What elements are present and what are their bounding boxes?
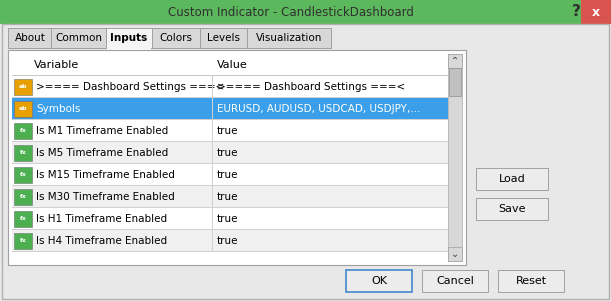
Bar — [212, 186, 213, 208]
Text: >==== Dashboard Settings ===<: >==== Dashboard Settings ===< — [217, 82, 405, 92]
Bar — [14, 167, 32, 183]
Bar — [14, 79, 32, 95]
Bar — [476, 198, 548, 220]
Text: >==== Dashboard Settings ===<: >==== Dashboard Settings ===< — [36, 82, 224, 92]
Text: ?: ? — [571, 5, 580, 20]
Text: true: true — [217, 214, 238, 224]
Bar — [212, 164, 213, 186]
Bar — [212, 120, 213, 142]
Bar — [12, 141, 448, 142]
Text: About: About — [15, 33, 45, 43]
Bar — [212, 208, 213, 230]
Text: Is H4 Timeframe Enabled: Is H4 Timeframe Enabled — [36, 236, 167, 246]
Text: fx: fx — [20, 172, 26, 178]
Text: true: true — [217, 170, 238, 180]
Text: Variable: Variable — [34, 60, 79, 70]
Bar — [12, 98, 448, 120]
Bar — [8, 28, 52, 48]
Bar — [212, 230, 213, 252]
Bar — [12, 163, 448, 164]
Text: Cancel: Cancel — [436, 276, 474, 286]
Text: Value: Value — [217, 60, 247, 70]
Bar — [12, 208, 448, 230]
Text: Is M15 Timeframe Enabled: Is M15 Timeframe Enabled — [36, 170, 175, 180]
Bar — [12, 230, 448, 252]
Text: ab: ab — [19, 85, 27, 89]
Text: Colors: Colors — [159, 33, 192, 43]
Text: Custom Indicator - CandlestickDashboard: Custom Indicator - CandlestickDashboard — [167, 5, 414, 18]
Bar — [581, 0, 611, 24]
Bar — [106, 28, 152, 48]
Bar — [12, 119, 448, 120]
Bar — [449, 68, 461, 96]
Text: true: true — [217, 236, 238, 246]
Text: Load: Load — [499, 174, 525, 184]
Bar — [14, 123, 32, 139]
Bar — [212, 76, 213, 98]
Bar — [14, 211, 32, 227]
Text: true: true — [217, 148, 238, 158]
Bar — [476, 168, 548, 190]
Text: fx: fx — [20, 216, 26, 222]
Bar — [12, 164, 448, 186]
Bar — [212, 142, 213, 164]
Text: Inputs: Inputs — [111, 33, 148, 43]
Text: Is M5 Timeframe Enabled: Is M5 Timeframe Enabled — [36, 148, 168, 158]
Bar — [346, 270, 412, 292]
Text: Is M30 Timeframe Enabled: Is M30 Timeframe Enabled — [36, 192, 175, 202]
Bar — [448, 54, 462, 261]
Bar — [151, 28, 201, 48]
Text: ⌄: ⌄ — [451, 249, 459, 259]
Bar — [12, 207, 448, 208]
Bar — [448, 247, 462, 261]
Bar — [12, 251, 448, 252]
Text: Is H1 Timeframe Enabled: Is H1 Timeframe Enabled — [36, 214, 167, 224]
Bar — [12, 229, 448, 230]
Bar — [498, 270, 564, 292]
Text: Reset: Reset — [516, 276, 547, 286]
Text: fx: fx — [20, 129, 26, 134]
Bar — [8, 50, 466, 265]
Bar — [422, 270, 488, 292]
Bar — [14, 189, 32, 205]
Bar — [12, 185, 448, 186]
Bar — [12, 75, 448, 76]
Bar — [247, 28, 331, 48]
Text: fx: fx — [20, 238, 26, 244]
Text: Is M1 Timeframe Enabled: Is M1 Timeframe Enabled — [36, 126, 168, 136]
Text: Levels: Levels — [208, 33, 241, 43]
Bar — [14, 145, 32, 161]
Text: Common: Common — [56, 33, 103, 43]
Text: EURUSD, AUDUSD, USDCAD, USDJPY,...: EURUSD, AUDUSD, USDCAD, USDJPY,... — [217, 104, 420, 114]
Text: Symbols: Symbols — [36, 104, 81, 114]
Text: OK: OK — [371, 276, 387, 286]
Bar — [12, 76, 448, 98]
Bar — [14, 101, 32, 117]
Bar — [212, 98, 213, 120]
Text: fx: fx — [20, 150, 26, 156]
Text: Visualization: Visualization — [256, 33, 322, 43]
Text: ⌃: ⌃ — [451, 56, 459, 66]
Text: ab: ab — [19, 107, 27, 111]
Text: Save: Save — [498, 204, 525, 214]
Text: true: true — [217, 192, 238, 202]
Bar — [12, 120, 448, 142]
Bar — [12, 186, 448, 208]
Bar — [0, 0, 611, 24]
Bar — [107, 46, 151, 50]
Bar — [12, 54, 448, 76]
Bar — [200, 28, 248, 48]
Text: x: x — [592, 5, 600, 18]
Bar — [14, 233, 32, 249]
Text: true: true — [217, 126, 238, 136]
Bar — [448, 54, 462, 68]
Text: fx: fx — [20, 194, 26, 200]
Bar — [12, 142, 448, 164]
Bar — [51, 28, 107, 48]
